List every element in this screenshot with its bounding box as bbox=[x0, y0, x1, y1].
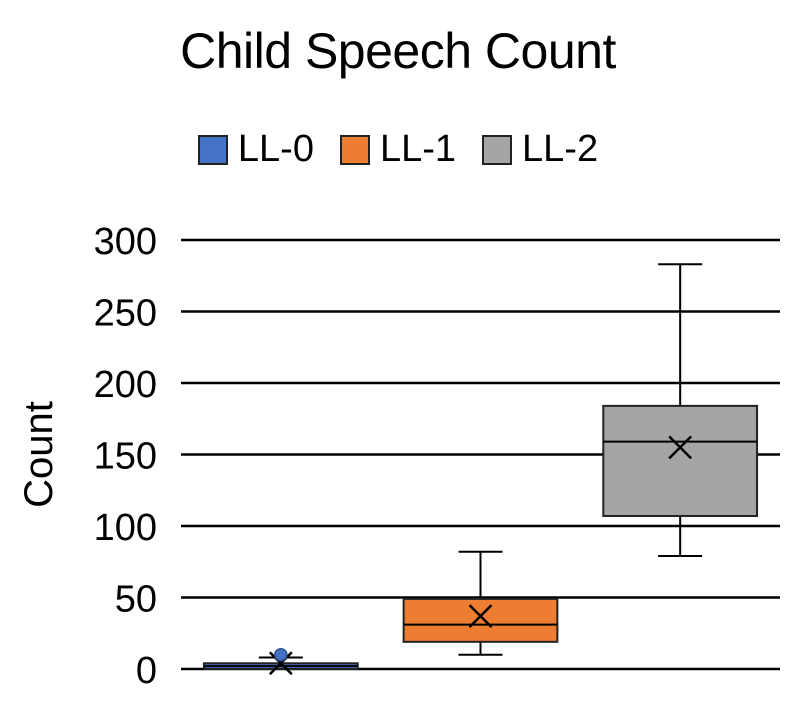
legend-label-ll-0: LL-0 bbox=[237, 128, 314, 170]
y-axis-label: Count bbox=[17, 401, 61, 508]
y-tick-label-300: 300 bbox=[94, 221, 157, 263]
mean-marker-ll-1 bbox=[468, 604, 493, 628]
y-tick-label-100: 100 bbox=[94, 507, 157, 549]
legend-label-ll-2: LL-2 bbox=[522, 128, 599, 170]
legend-swatch-ll-1 bbox=[339, 134, 370, 165]
legend: LL-0 LL-1 LL-2 bbox=[0, 128, 796, 171]
legend-swatch-ll-0 bbox=[197, 134, 228, 165]
y-tick-label-50: 50 bbox=[115, 579, 157, 621]
y-tick-label-0: 0 bbox=[136, 650, 157, 692]
mean-marker-ll-2 bbox=[668, 435, 693, 460]
y-tick-label-150: 150 bbox=[94, 436, 157, 478]
legend-item-ll-0: LL-0 bbox=[197, 128, 314, 171]
box-ll-2 bbox=[602, 404, 759, 517]
mean-marker-ll-0 bbox=[268, 651, 293, 676]
legend-swatch-ll-2 bbox=[482, 134, 513, 165]
legend-item-ll-1: LL-1 bbox=[339, 128, 457, 171]
chart-title: Child Speech Count bbox=[180, 23, 616, 79]
outlier-ll-0-0 bbox=[274, 647, 288, 662]
legend-label-ll-1: LL-1 bbox=[379, 128, 457, 170]
box-ll-1 bbox=[402, 597, 559, 643]
y-tick-label-200: 200 bbox=[94, 364, 157, 406]
y-tick-label-250: 250 bbox=[94, 293, 157, 335]
legend-item-ll-2: LL-2 bbox=[482, 128, 598, 171]
